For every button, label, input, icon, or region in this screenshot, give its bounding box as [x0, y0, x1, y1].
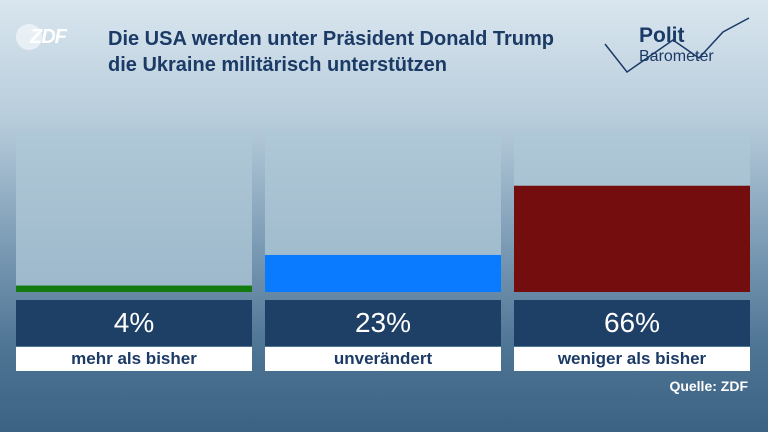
politbarometer-line-icon [604, 17, 750, 74]
category-label-3: weniger als bisher [514, 347, 750, 371]
zdf-logo-text: ZDF [30, 26, 67, 48]
value-card-2: 23% [265, 300, 501, 346]
bar-3 [514, 185, 750, 292]
zdf-logo: ZDF [16, 24, 78, 50]
brand-line1: Polit [639, 24, 685, 47]
bar-1 [16, 285, 252, 292]
source-note: Quelle: ZDF [669, 378, 748, 394]
bar-track-1 [16, 131, 252, 292]
brand-line2: Barometer [639, 48, 714, 65]
category-label-2: unverändert [265, 347, 501, 371]
value-card-1: 4% [16, 300, 252, 346]
politbarometer-logo: Polit Barometer [603, 14, 755, 84]
value-card-3: 66% [514, 300, 750, 346]
chart-title: Die USA werden unter Präsident Donald Tr… [108, 28, 554, 76]
category-label-1: mehr als bisher [16, 347, 252, 371]
zdf-logo-disc [16, 24, 42, 50]
bar-2 [265, 254, 501, 292]
